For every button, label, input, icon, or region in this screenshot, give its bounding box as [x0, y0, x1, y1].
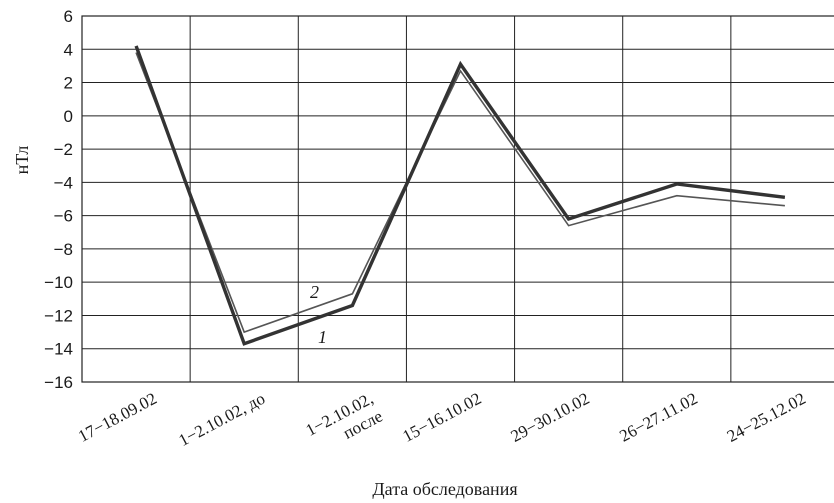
y-tick-label: −12 [44, 306, 73, 325]
series-tag-2: 2 [310, 282, 319, 302]
x-tick-label: 1−2.10.02, до [176, 389, 269, 450]
y-tick-label: −16 [44, 373, 73, 392]
series-lines [134, 45, 786, 346]
x-axis-title: Дата обследования [372, 479, 517, 499]
series-tag-1: 1 [318, 327, 327, 347]
y-tick-label: −4 [54, 173, 73, 192]
x-tick-label: 15−16.10.02 [399, 389, 484, 446]
y-tick-label: 4 [64, 40, 73, 59]
plot-area-frame [81, 15, 834, 383]
y-tick-label: −2 [54, 140, 73, 159]
y-tick-label: 0 [64, 107, 73, 126]
x-tick-label: 24−25.12.02 [724, 389, 809, 446]
y-tick-label: −14 [44, 340, 73, 359]
y-tick-label: −6 [54, 207, 73, 226]
x-tick-label: 26−27.11.02 [616, 389, 700, 446]
x-tick-label: 29−30.10.02 [508, 389, 593, 446]
x-tick-label: 17−18.09.02 [75, 389, 160, 446]
series-line-1 [134, 45, 786, 346]
y-tick-label: −8 [54, 240, 73, 259]
y-axis-title: нТл [12, 146, 32, 175]
y-axis-tick-labels: 6 4 2 0 −2 −4 −6 −8 −10 −12 −14 −16 [44, 7, 73, 392]
x-tick-label: 1−2.10.02,после [303, 389, 386, 458]
y-tick-label: 6 [64, 7, 73, 26]
series-line-2 [135, 52, 785, 334]
y-tick-label: −10 [44, 273, 73, 292]
x-axis-tick-labels: 17−18.09.02 1−2.10.02, до 1−2.10.02,после 1… [75, 389, 809, 458]
y-tick-label: 2 [64, 74, 73, 93]
